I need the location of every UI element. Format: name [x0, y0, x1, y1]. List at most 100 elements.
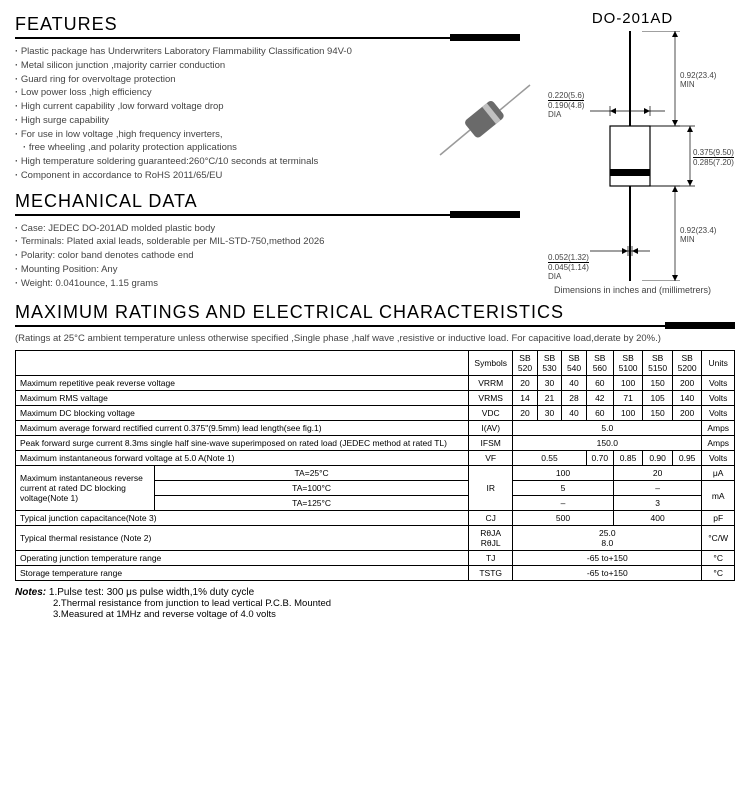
unit: °C/W: [702, 526, 735, 551]
sym: VDC: [469, 406, 513, 421]
val: 14: [513, 391, 538, 406]
val: –: [513, 496, 614, 511]
notes: Notes: 1.Pulse test: 300 μs pulse width,…: [15, 587, 735, 620]
param: Maximum average forward rectified curren…: [16, 421, 469, 436]
table-row: Maximum instantaneous forward voltage at…: [16, 451, 735, 466]
param: Maximum RMS valtage: [16, 391, 469, 406]
header-part: SB 530: [537, 351, 562, 376]
unit: Volts: [702, 376, 735, 391]
val: 0.95: [672, 451, 702, 466]
dim-val: 0.190(4.8): [548, 100, 584, 110]
unit: pF: [702, 511, 735, 526]
dim-lead-top: 0.92(23.4) MIN: [680, 71, 716, 89]
dim-lead-bot: 0.92(23.4) MIN: [680, 226, 716, 244]
diode-icon: [435, 80, 535, 160]
param: Maximum instantaneous forward voltage at…: [16, 451, 469, 466]
val: 0.85: [613, 451, 643, 466]
val: 200: [672, 406, 702, 421]
val: 150: [643, 376, 673, 391]
header-part: SB 5200: [672, 351, 702, 376]
header-part: SB 520: [513, 351, 538, 376]
unit: Amps: [702, 421, 735, 436]
note-item: 2.Thermal resistance from junction to le…: [53, 598, 735, 609]
sym: RθJARθJL: [469, 526, 513, 551]
val: 500: [513, 511, 614, 526]
package-title: DO-201AD: [530, 10, 735, 27]
unit: Amps: [702, 436, 735, 451]
dim-val: 0.052(1.32): [548, 253, 589, 262]
val: 0.70: [586, 451, 613, 466]
param: Maximum instantaneous reverse current at…: [16, 466, 155, 511]
ratings-heading: MAXIMUM RATINGS AND ELECTRICAL CHARACTER…: [15, 302, 735, 323]
val: 105: [643, 391, 673, 406]
val: 30: [537, 376, 562, 391]
package-caption: Dimensions in inches and (millimetrers): [530, 285, 735, 295]
table-row: Typical junction capacitance(Note 3)CJ50…: [16, 511, 735, 526]
cond: TA=100°C: [155, 481, 469, 496]
table-row: Storage temperature rangeTSTG-65 to+150°…: [16, 566, 735, 581]
unit: Volts: [702, 391, 735, 406]
feature-item: Component in accordance to RoHS 2011/65/…: [15, 169, 520, 183]
dim-body-dia: 0.220(5.6) 0.190(4.8) DIA: [548, 91, 584, 119]
dim-label: DIA: [548, 272, 561, 281]
val: 140: [672, 391, 702, 406]
mechanical-heading: MECHANICAL DATA: [15, 191, 520, 212]
table-row: Typical thermal resistance (Note 2)RθJAR…: [16, 526, 735, 551]
mechanical-item: Polarity: color band denotes cathode end: [15, 249, 520, 263]
sym: VRMS: [469, 391, 513, 406]
val: 200: [672, 376, 702, 391]
val: 20: [613, 466, 702, 481]
sym1: RθJA: [480, 528, 501, 538]
unit: μA: [702, 466, 735, 481]
divider: [15, 37, 520, 39]
mechanical-item: Terminals: Plated axial leads, solderabl…: [15, 235, 520, 249]
header-part: SB 540: [562, 351, 587, 376]
notes-title: Notes:: [15, 587, 46, 598]
table-row: Operating junction temperature rangeTJ-6…: [16, 551, 735, 566]
v2: 8.0: [601, 538, 613, 548]
sym: TJ: [469, 551, 513, 566]
val: 150: [643, 406, 673, 421]
note-item: 1.Pulse test: 300 μs pulse width,1% duty…: [49, 587, 254, 598]
table-row: Maximum instantaneous reverse current at…: [16, 466, 735, 481]
mechanical-item: Mounting Position: Any: [15, 263, 520, 277]
header-blank: [16, 351, 469, 376]
val: 0.55: [513, 451, 587, 466]
dim-val: 0.375(9.50): [693, 148, 734, 157]
feature-item: Metal silicon junction ,majority carrier…: [15, 59, 520, 73]
val: -65 to+150: [513, 551, 702, 566]
divider: [15, 325, 735, 327]
val: 71: [613, 391, 643, 406]
table-row: Maximum DC blocking voltageVDC2030406010…: [16, 406, 735, 421]
param: Typical thermal resistance (Note 2): [16, 526, 469, 551]
val: 100: [613, 376, 643, 391]
val: 42: [586, 391, 613, 406]
param: Maximum repetitive peak reverse voltage: [16, 376, 469, 391]
header-part: SB 5150: [643, 351, 673, 376]
cond: TA=25°C: [155, 466, 469, 481]
val: 5.0: [513, 421, 702, 436]
header-part: SB 5100: [613, 351, 643, 376]
table-row: Maximum repetitive peak reverse voltage V…: [16, 376, 735, 391]
ratings-table: Symbols SB 520 SB 530 SB 540 SB 560 SB 5…: [15, 350, 735, 581]
dim-body-len: 0.375(9.50) 0.285(7.20): [693, 148, 734, 167]
unit: Volts: [702, 406, 735, 421]
val: 30: [537, 406, 562, 421]
sym: IFSM: [469, 436, 513, 451]
dim-val: 0.285(7.20): [693, 157, 734, 167]
dim-val: 0.045(1.14): [548, 262, 589, 272]
val: 21: [537, 391, 562, 406]
sym: IR: [469, 466, 513, 511]
val: -65 to+150: [513, 566, 702, 581]
val: 40: [562, 406, 587, 421]
param: Operating junction temperature range: [16, 551, 469, 566]
dim-label: DIA: [548, 110, 561, 119]
package-drawing: 0.92(23.4) MIN 0.92(23.4) MIN 0.220(5.6)…: [530, 31, 730, 281]
val: 60: [586, 406, 613, 421]
divider: [15, 214, 520, 216]
note-item: 3.Measured at 1MHz and reverse voltage o…: [53, 609, 735, 620]
header-symbols: Symbols: [469, 351, 513, 376]
table-header-row: Symbols SB 520 SB 530 SB 540 SB 560 SB 5…: [16, 351, 735, 376]
val: 400: [613, 511, 702, 526]
param: Peak forward surge current 8.3ms single …: [16, 436, 469, 451]
